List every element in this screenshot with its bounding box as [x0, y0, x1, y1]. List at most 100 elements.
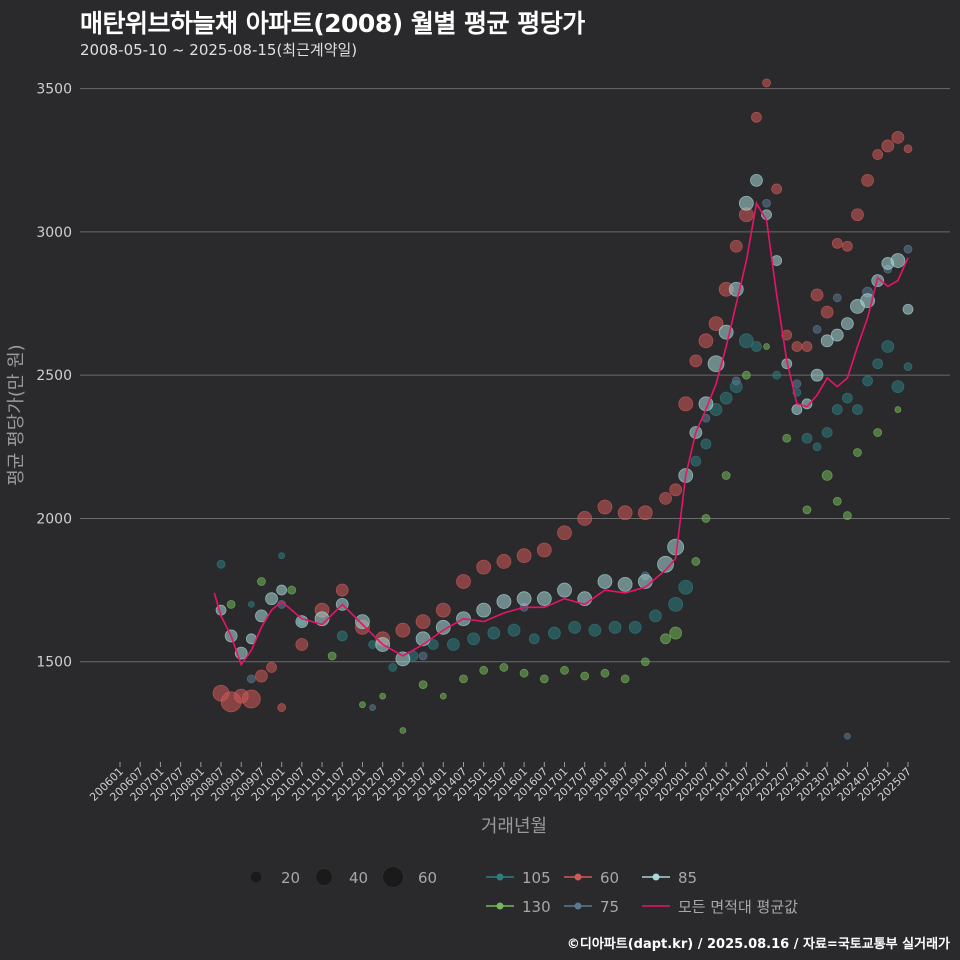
data-point-75 — [731, 376, 741, 386]
data-point-75 — [246, 674, 256, 684]
y-tick-label: 2000 — [36, 511, 72, 527]
data-point-130 — [327, 651, 337, 661]
data-point-105 — [831, 404, 843, 415]
data-point-60 — [801, 341, 813, 352]
data-point-60 — [678, 396, 694, 412]
data-point-60 — [659, 491, 672, 505]
data-point-85 — [840, 317, 854, 331]
data-point-130 — [741, 370, 751, 380]
data-point-85 — [890, 253, 906, 268]
data-point-85 — [597, 574, 613, 589]
data-point-60 — [335, 583, 349, 597]
data-point-105 — [216, 559, 226, 569]
legend-key-dot — [652, 873, 660, 881]
data-point-60 — [791, 341, 803, 352]
data-point-130 — [499, 663, 509, 672]
data-point-130 — [763, 343, 770, 350]
data-point-105 — [507, 623, 521, 637]
average-line — [213, 201, 909, 667]
data-point-60 — [241, 689, 261, 709]
data-point-105 — [628, 620, 642, 634]
data-point-60 — [395, 622, 411, 638]
data-point-130 — [640, 657, 650, 667]
data-point-60 — [277, 703, 287, 712]
data-point-130 — [620, 674, 630, 684]
data-point-60 — [456, 574, 471, 589]
data-point-60 — [810, 288, 824, 302]
data-point-85 — [830, 328, 844, 342]
legend-key-dot — [574, 873, 582, 881]
legend-label: 75 — [600, 898, 619, 916]
data-point-60 — [831, 237, 843, 249]
size-legend-label: 20 — [281, 869, 300, 887]
data-point-130 — [660, 633, 671, 645]
data-point-75 — [832, 293, 842, 303]
data-point-85 — [557, 582, 572, 598]
data-point-130 — [399, 727, 407, 734]
grid-lines — [80, 88, 950, 663]
y-tick-label: 3500 — [36, 82, 72, 98]
data-point-85 — [738, 195, 754, 211]
data-point-85 — [791, 404, 803, 415]
y-axis-ticks: 1500 2000 2500 3000 3500 — [36, 82, 72, 671]
data-point-60 — [255, 669, 268, 683]
data-point-60 — [266, 662, 277, 673]
data-point-105 — [891, 380, 905, 394]
data-point-105 — [719, 391, 733, 405]
data-point-105 — [903, 362, 913, 371]
data-points — [212, 78, 914, 740]
data-point-85 — [355, 614, 370, 629]
data-point-105 — [668, 597, 684, 612]
data-point-60 — [820, 305, 834, 319]
data-point-60 — [872, 149, 884, 160]
legend-label: 85 — [678, 869, 697, 887]
data-point-105 — [772, 370, 782, 380]
data-point-105 — [872, 358, 884, 370]
legend-key-dot — [496, 873, 504, 881]
data-point-105 — [678, 579, 694, 595]
data-point-60 — [496, 554, 512, 569]
data-point-130 — [782, 433, 792, 443]
data-point-60 — [597, 499, 613, 515]
data-point-105 — [862, 375, 873, 387]
data-point-60 — [435, 602, 451, 618]
size-legend-label: 60 — [418, 869, 437, 887]
data-point-105 — [821, 427, 833, 438]
x-axis-ticks: 2006012006072007012007072008012008072009… — [87, 762, 914, 804]
size-legend-circle — [315, 868, 333, 886]
size-legend-circle — [382, 866, 404, 888]
x-axis-label: 거래년월 — [481, 816, 547, 837]
data-point-130 — [257, 577, 266, 586]
data-point-105 — [649, 609, 662, 623]
data-point-105 — [427, 639, 439, 650]
data-point-130 — [479, 665, 489, 675]
data-point-60 — [861, 173, 874, 187]
data-point-85 — [617, 576, 633, 592]
legend-label: 130 — [522, 898, 551, 916]
data-point-130 — [519, 668, 529, 678]
average-line-group — [213, 201, 909, 667]
data-point-130 — [669, 626, 683, 640]
data-point-105 — [528, 633, 540, 645]
y-tick-label: 3000 — [36, 225, 72, 241]
chart-subtitle: 2008-05-10 ~ 2025-08-15(최근계약일) — [80, 41, 358, 59]
data-point-60 — [762, 78, 771, 88]
y-axis-label: 평균 평당가(만 원) — [6, 344, 27, 485]
data-point-75 — [418, 651, 428, 661]
data-point-60 — [516, 548, 532, 564]
data-point-60 — [841, 240, 853, 252]
data-point-60 — [729, 239, 743, 253]
data-point-105 — [841, 392, 853, 404]
data-point-105 — [388, 663, 398, 672]
data-point-60 — [617, 505, 633, 521]
data-point-85 — [295, 615, 309, 628]
data-point-60 — [476, 559, 492, 575]
data-point-85 — [395, 651, 411, 667]
data-point-105 — [278, 552, 286, 560]
data-point-75 — [843, 732, 851, 740]
data-point-105 — [336, 630, 348, 642]
chart-title: 매탄위브하늘채 아파트(2008) 월별 평균 평당가 — [80, 9, 585, 38]
data-point-60 — [557, 525, 572, 541]
data-point-130 — [379, 692, 387, 700]
